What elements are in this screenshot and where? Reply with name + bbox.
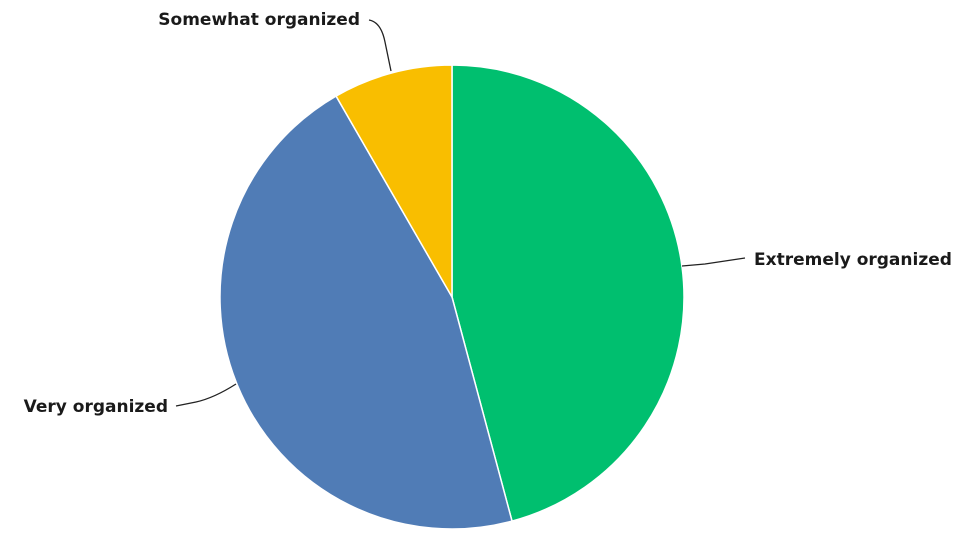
leader-line-extremely-organized — [681, 257, 746, 267]
leader-line-very-organized — [175, 383, 237, 407]
pie-slice-somewhat-organized — [335, 64, 453, 300]
pie-slice-very-organized — [219, 95, 513, 530]
slice-label-extremely-organized: Extremely organized — [754, 250, 952, 270]
labels-layer: Extremely organized Very organized Somewha… — [24, 10, 952, 417]
slice-label-somewhat-organized: Somewhat organized — [158, 10, 360, 30]
leader-line-somewhat-organized — [368, 19, 392, 72]
slice-label-very-organized: Very organized — [24, 397, 168, 417]
slices-layer — [219, 64, 685, 530]
pie-slice-extremely-organized — [451, 64, 685, 523]
leaders-layer — [175, 19, 746, 407]
